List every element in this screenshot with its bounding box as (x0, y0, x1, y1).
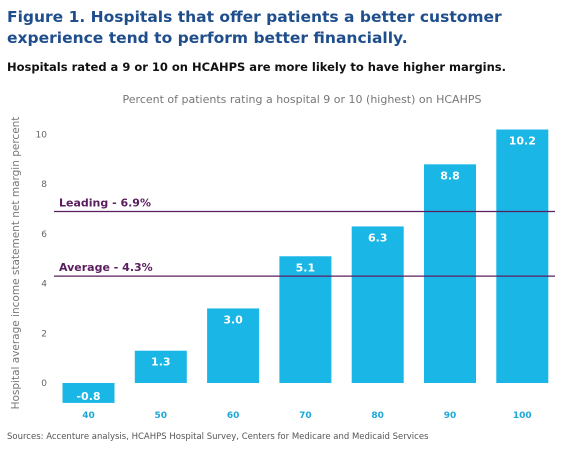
x-axis-title: Percent of patients rating a hospital 9 … (123, 93, 482, 106)
bar-100 (496, 129, 549, 383)
x-tick-label: 70 (299, 411, 312, 421)
reference-line-label: Average - 4.3% (59, 261, 153, 274)
y-axis-title: Hospital average income statement net ma… (10, 117, 22, 410)
x-tick-label: 100 (513, 411, 532, 421)
bar-value-label: 3.0 (223, 313, 243, 326)
x-tick-label: 80 (371, 411, 384, 421)
bar-50 (134, 350, 187, 383)
y-tick-label: 0 (41, 379, 47, 389)
y-tick-label: 2 (41, 329, 47, 339)
source-note: Sources: Accenture analysis, HCAHPS Hosp… (7, 432, 429, 442)
y-tick-label: 4 (41, 280, 47, 290)
bar-value-label: 5.1 (296, 261, 316, 274)
y-axis-ticks: 0 2 4 6 8 10 (36, 131, 48, 390)
figure-title: Figure 1. Hospitals that offer patients … (7, 8, 502, 47)
x-tick-label: 50 (155, 411, 168, 421)
bar-value-labels: -0.8 1.3 3.0 5.1 6.3 8.8 10.2 (76, 135, 535, 403)
bar-value-label: 8.8 (440, 169, 460, 182)
reference-lines: Leading - 6.9% Average - 4.3% (54, 197, 555, 277)
x-axis-ticks: 40 50 60 70 80 90 100 (82, 411, 531, 421)
y-tick-label: 8 (41, 180, 47, 190)
y-tick-label: 6 (41, 230, 47, 240)
bar-value-label: 10.2 (509, 135, 536, 148)
bar-40 (62, 383, 115, 403)
bar-value-label: 6.3 (368, 231, 388, 244)
bar-90 (424, 164, 476, 383)
x-tick-label: 90 (444, 411, 457, 421)
y-tick-label: 10 (36, 131, 48, 141)
bar-70 (279, 256, 332, 383)
bar-60 (207, 308, 260, 383)
bars (62, 129, 549, 403)
reference-line-label: Leading - 6.9% (59, 197, 151, 210)
bar-value-label: 1.3 (151, 356, 171, 369)
bar-80 (351, 226, 404, 383)
x-tick-label: 60 (227, 411, 240, 421)
x-tick-label: 40 (82, 411, 95, 421)
figure-subtitle: Hospitals rated a 9 or 10 on HCAHPS are … (7, 60, 507, 74)
bar-value-label: -0.8 (76, 390, 100, 403)
